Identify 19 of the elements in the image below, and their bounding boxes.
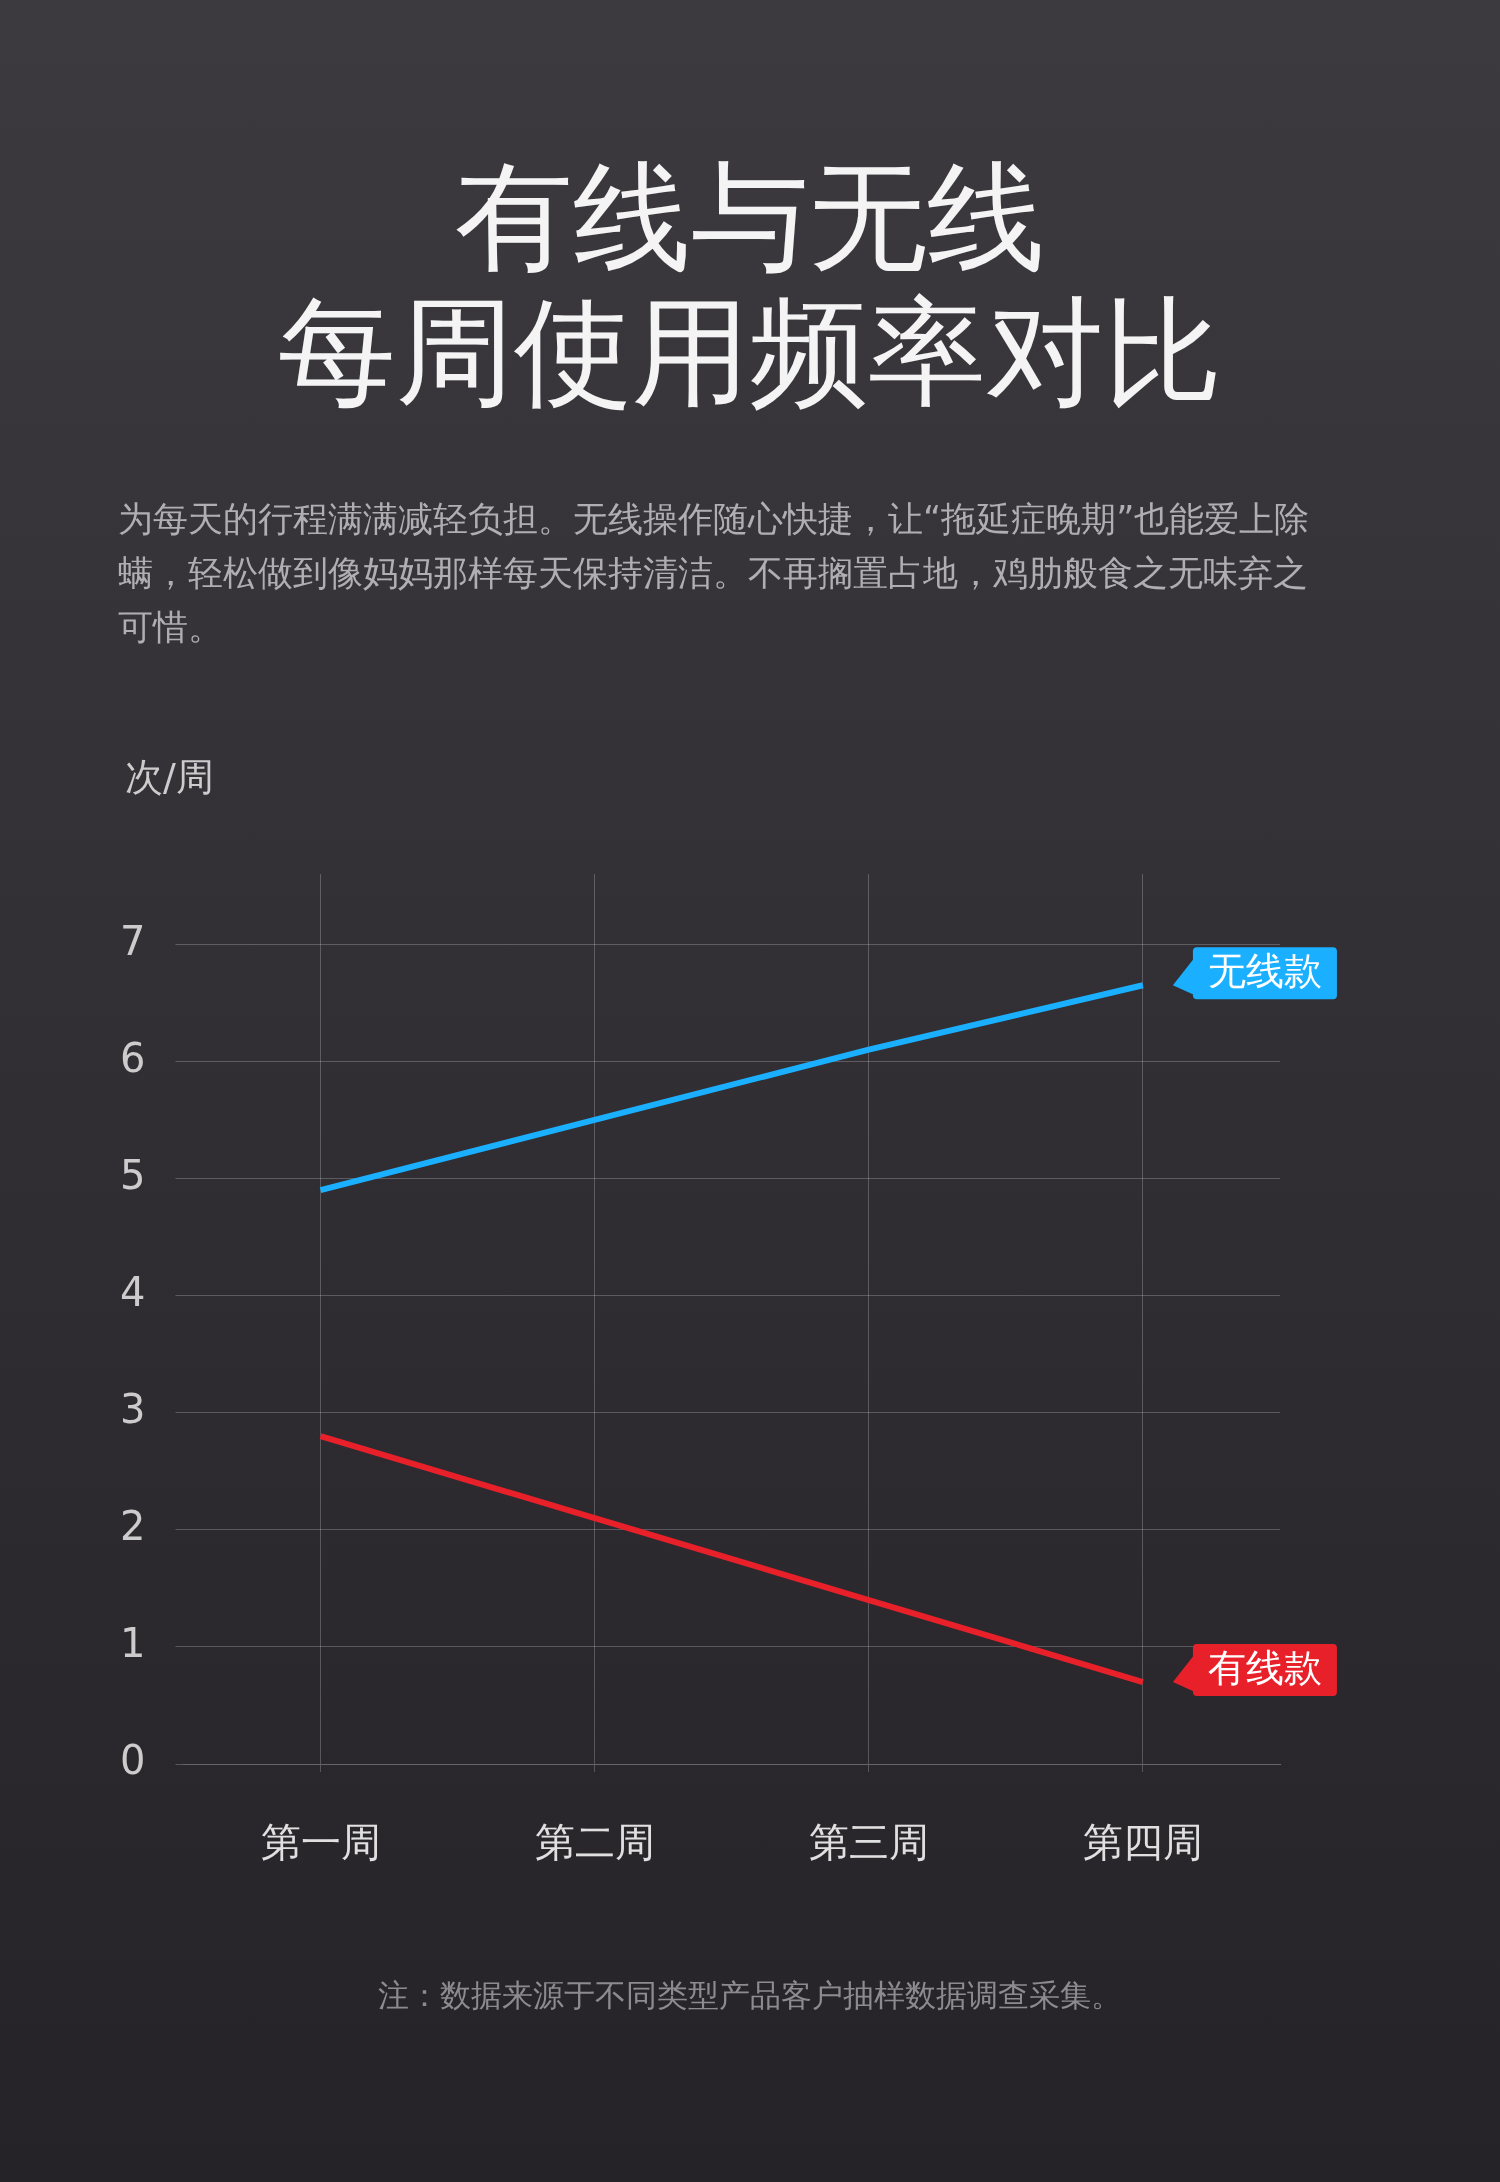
legend-label: 无线款 xyxy=(1207,949,1322,994)
y-tick-label: 0 xyxy=(120,1737,146,1784)
text: 注：数据来源于不同类型产品客户抽样数据调查采集。 xyxy=(377,1976,1123,2015)
y-axis-title: 次/周 xyxy=(125,754,214,801)
x-tick-label: 第一周 xyxy=(260,1819,381,1866)
x-tick-label: 第四周 xyxy=(1082,1819,1203,1866)
x-tick-label: 第二周 xyxy=(534,1819,655,1866)
y-tick-label: 6 xyxy=(120,1034,146,1081)
x-tick-label: 第三周 xyxy=(808,1819,929,1866)
chart-subtitle: 每周使用频率对比 xyxy=(277,283,1223,421)
legend-label: 有线款 xyxy=(1207,1645,1322,1690)
y-tick-label: 7 xyxy=(120,917,146,964)
y-tick-label: 1 xyxy=(120,1620,146,1667)
y-tick-label: 2 xyxy=(120,1503,146,1550)
text: 为每天的行程满满减轻负担。无线操作随心快捷，让“拖延症晚期”也能爱上除螨，轻松做到像妈妈那样每天保持清洁。不再搁置占地，鸡肋般食之无味弃之可惜。 xyxy=(118,498,1311,649)
y-tick-label: 3 xyxy=(120,1386,146,1433)
y-tick-label: 4 xyxy=(120,1268,146,1315)
chart-title: 有线与无线 xyxy=(454,148,1046,286)
y-tick-label: 5 xyxy=(120,1151,146,1198)
